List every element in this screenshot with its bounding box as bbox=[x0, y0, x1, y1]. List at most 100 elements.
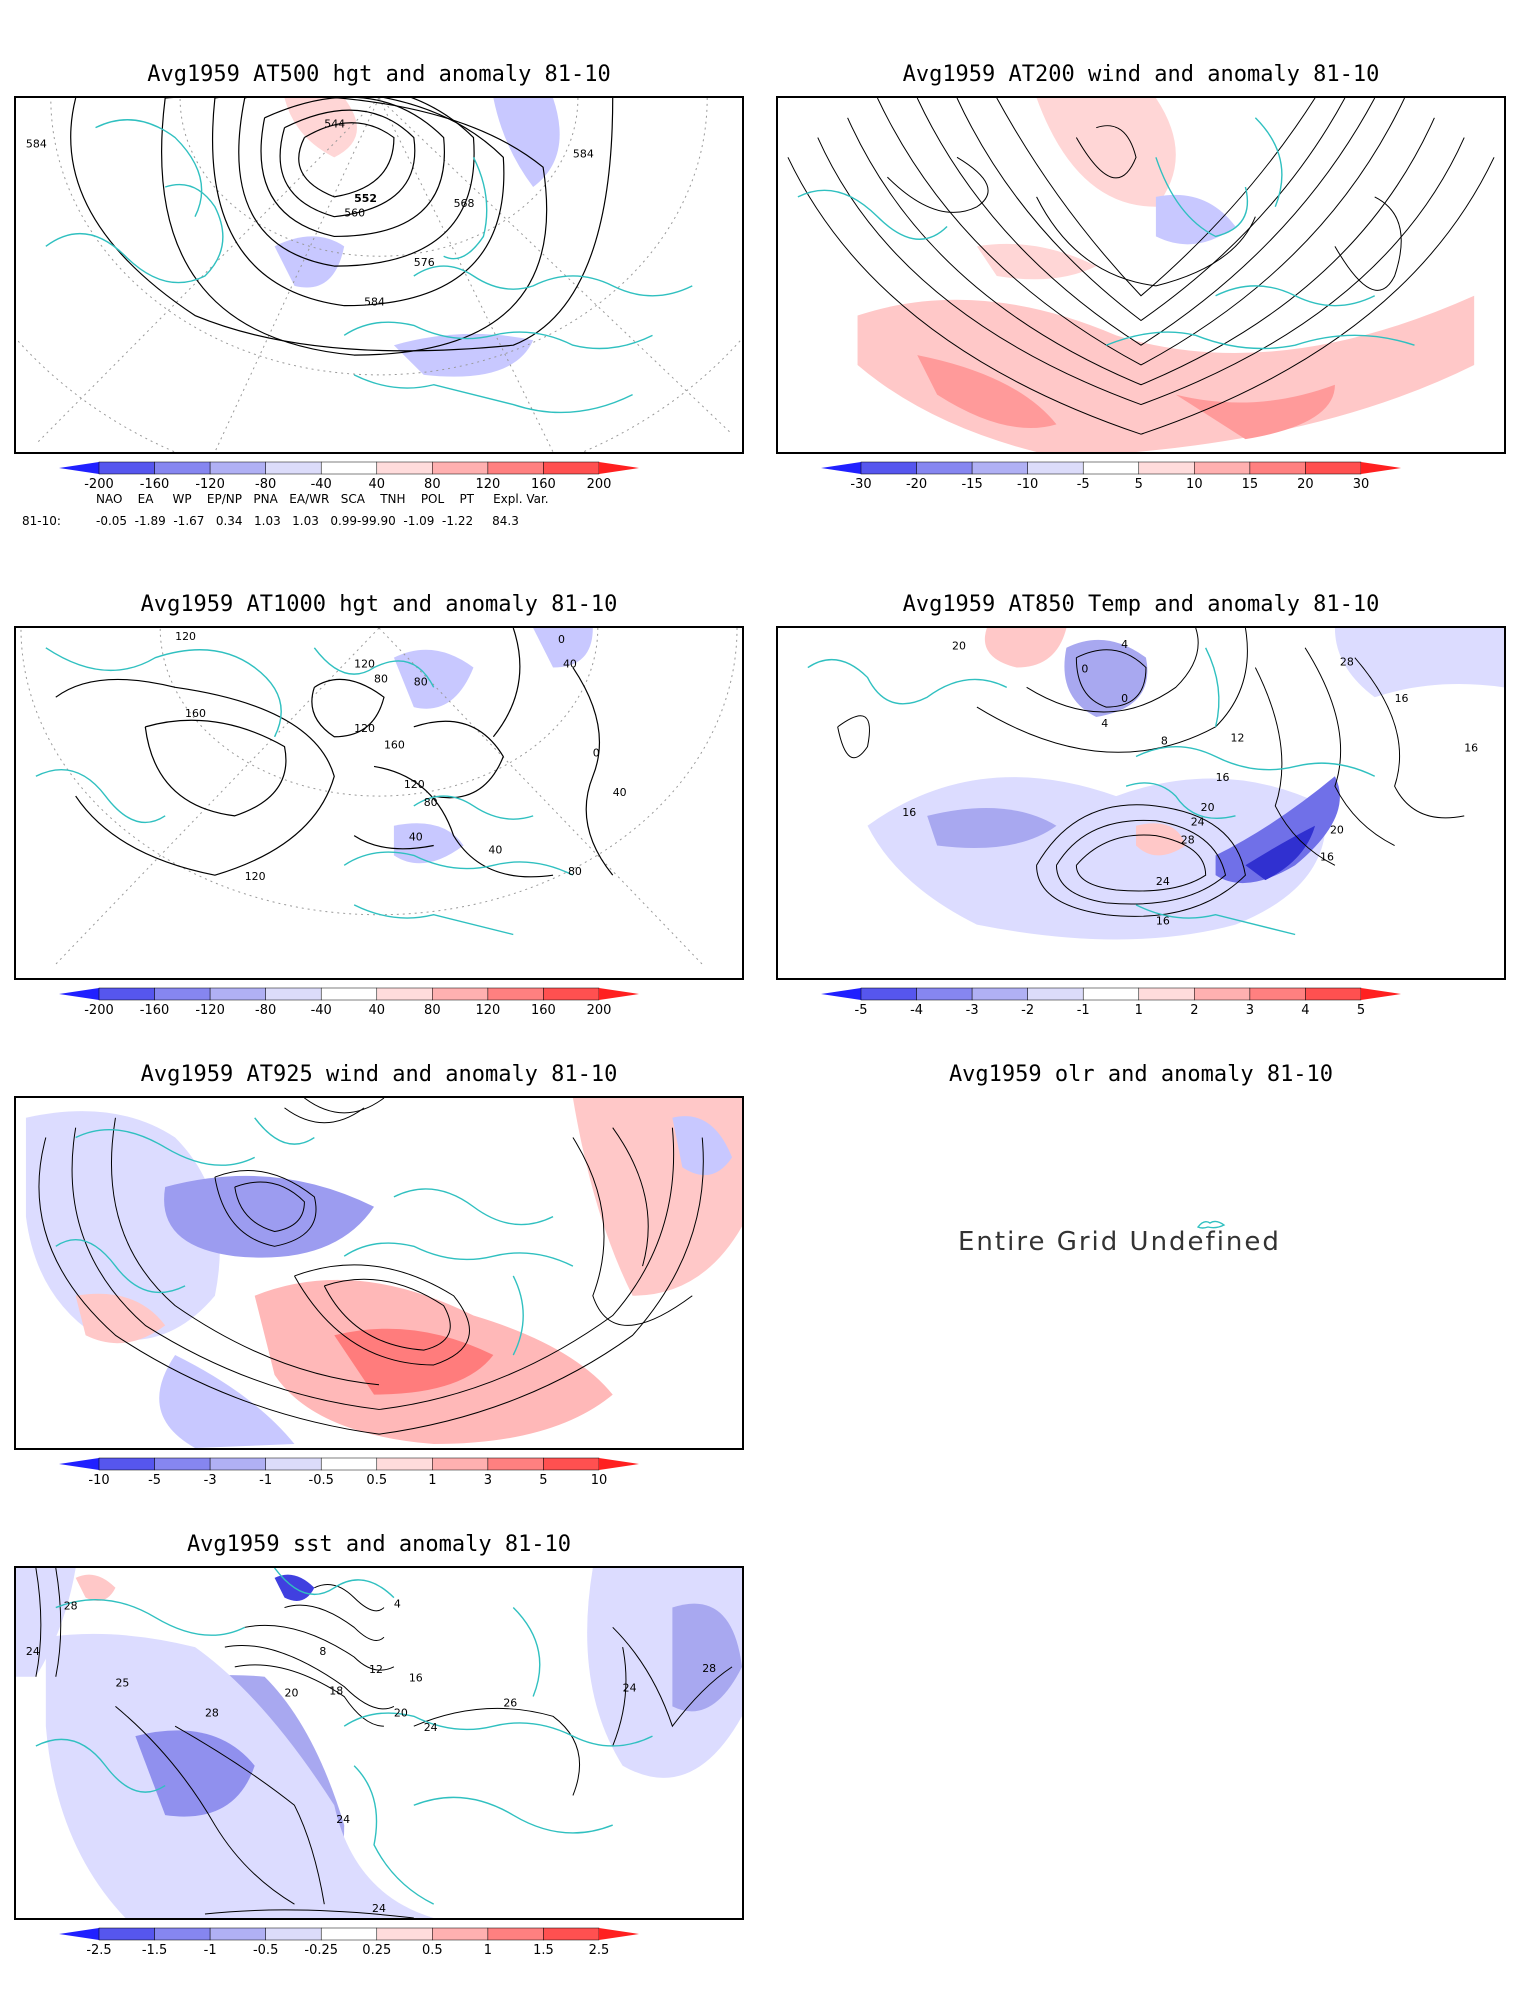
colorbar-tick-label: 2 bbox=[1190, 1003, 1198, 1018]
colorbar-tick-label: 10 bbox=[1186, 477, 1203, 492]
anomaly-shading bbox=[135, 1730, 255, 1817]
svg-text:24: 24 bbox=[1191, 816, 1205, 829]
colorbar-arrow-high bbox=[1361, 988, 1401, 1000]
colorbar-swatch bbox=[543, 461, 600, 475]
colorbar-swatch bbox=[265, 987, 322, 1001]
colorbar-swatch bbox=[320, 1457, 378, 1471]
colorbar-swatch bbox=[487, 987, 544, 1001]
colorbar-swatch bbox=[971, 461, 1028, 475]
colorbar-tick-label: -10 bbox=[1017, 477, 1038, 492]
colorbar-tick-label: 15 bbox=[1242, 477, 1259, 492]
svg-text:16: 16 bbox=[1216, 771, 1230, 784]
anomaly-shading bbox=[984, 628, 1067, 668]
svg-text:28: 28 bbox=[702, 1662, 716, 1675]
svg-text:12: 12 bbox=[1231, 732, 1245, 745]
teleconnection-row-label: 81-10: bbox=[22, 514, 61, 528]
colorbar-swatch bbox=[209, 1927, 266, 1941]
colorbar-tick-label: -1 bbox=[259, 1473, 272, 1488]
svg-text:24: 24 bbox=[336, 1813, 350, 1826]
colorbar-swatch bbox=[209, 461, 266, 475]
anomaly-shading bbox=[493, 98, 560, 187]
svg-text:160: 160 bbox=[185, 707, 206, 720]
svg-text:18: 18 bbox=[329, 1685, 343, 1698]
svg-text:12: 12 bbox=[369, 1663, 383, 1676]
colorbar-tick-label: 3 bbox=[1246, 1003, 1254, 1018]
panel-at850-temp: Avg1959 AT850 Temp and anomaly 81-10 bbox=[776, 592, 1506, 1032]
colorbar-tick-label: 120 bbox=[475, 1003, 500, 1018]
colorbar: -200 -160 -120 -80 -40 40 80 120 160 200 bbox=[59, 986, 709, 1018]
svg-text:28: 28 bbox=[1181, 834, 1195, 847]
colorbar-tick-label: 40 bbox=[369, 1003, 386, 1018]
map-svg: 544 552 560 568 576 584 584 584 bbox=[16, 98, 742, 452]
svg-text:24: 24 bbox=[623, 1682, 637, 1695]
svg-text:120: 120 bbox=[245, 870, 266, 883]
colorbar-swatch bbox=[209, 987, 266, 1001]
colorbar-tick-label: 4 bbox=[1301, 1003, 1309, 1018]
contour-labels: 544 552 560 568 576 584 584 584 bbox=[26, 118, 594, 309]
colorbar-svg: -2.5 -1.5 -1 -0.5 -0.25 0.25 0.5 1 1.5 2.5 bbox=[59, 1927, 639, 1958]
anomaly-shading bbox=[927, 807, 1057, 848]
anomaly-shading bbox=[1245, 825, 1316, 881]
colorbar-tick-label: 40 bbox=[369, 477, 386, 492]
anomaly-shading bbox=[672, 1603, 742, 1712]
svg-text:16: 16 bbox=[1395, 692, 1409, 705]
svg-text:24: 24 bbox=[424, 1721, 438, 1734]
colorbar-svg: -200 -160 -120 -80 -40 40 80 120 160 200 bbox=[59, 461, 639, 492]
colorbar-tick-label: 3 bbox=[484, 1473, 492, 1488]
panel-at500-hgt: Avg1959 AT500 hgt and anomaly 81-10 bbox=[14, 62, 744, 528]
colorbar-arrow-high bbox=[599, 1458, 639, 1470]
svg-text:20: 20 bbox=[1201, 801, 1215, 814]
colorbar-arrow-low bbox=[59, 462, 99, 474]
colorbar-tick-label: 200 bbox=[587, 1003, 612, 1018]
colorbar-swatch bbox=[98, 461, 155, 475]
map-area: 20 4 0 0 4 8 12 16 20 24 28 24 16 16 20 … bbox=[776, 626, 1506, 980]
colorbar-svg: -30 -20 -15 -10 -5 5 10 15 20 30 bbox=[821, 461, 1401, 492]
panel-olr: Avg1959 olr and anomaly 81-10 Entire Gri… bbox=[776, 1062, 1506, 1262]
colorbar-swatch bbox=[432, 987, 489, 1001]
colorbar-swatch bbox=[543, 1927, 600, 1941]
colorbar-svg: -200 -160 -120 -80 -40 40 80 120 160 200 bbox=[59, 987, 639, 1018]
colorbar-swatch bbox=[154, 987, 211, 1001]
anomaly-shading bbox=[25, 1111, 220, 1341]
colorbar-tick-label: 160 bbox=[531, 1003, 556, 1018]
anomaly-shading bbox=[284, 98, 357, 158]
map-svg: 20 4 0 0 4 8 12 16 20 24 28 24 16 16 20 … bbox=[807, 628, 1504, 940]
colorbar-tick-label: 200 bbox=[587, 477, 612, 492]
colorbar-swatch bbox=[543, 987, 600, 1001]
contour-labels: 28 24 25 28 20 18 12 8 4 16 20 24 26 24 … bbox=[26, 1598, 716, 1915]
panel-title: Avg1959 AT500 hgt and anomaly 81-10 bbox=[147, 62, 611, 87]
colorbar-tick-label: 0.25 bbox=[362, 1943, 391, 1958]
colorbar-svg: -5 -4 -3 -2 -1 1 2 3 4 5 bbox=[821, 987, 1401, 1018]
colorbar-swatch bbox=[265, 461, 322, 475]
svg-text:40: 40 bbox=[409, 831, 423, 844]
colorbar-swatch bbox=[971, 987, 1028, 1001]
colorbar-swatch bbox=[376, 1927, 433, 1941]
colorbar: -10 -5 -3 -1 -0.5 0.5 1 3 5 10 bbox=[59, 1456, 709, 1488]
colorbar-swatch bbox=[1082, 987, 1140, 1001]
svg-text:40: 40 bbox=[488, 843, 502, 856]
svg-text:0: 0 bbox=[593, 747, 600, 760]
colorbar-swatch bbox=[1305, 461, 1362, 475]
colorbar-tick-label: -4 bbox=[910, 1003, 923, 1018]
colorbar-swatch bbox=[860, 461, 917, 475]
svg-text:16: 16 bbox=[409, 1672, 423, 1685]
colorbar-swatch bbox=[432, 1927, 489, 1941]
colorbar-tick-label: 1 bbox=[1135, 1003, 1143, 1018]
anomaly-shading bbox=[976, 243, 1097, 280]
anomaly-shading bbox=[1334, 628, 1504, 698]
anomaly-shading bbox=[75, 1293, 166, 1344]
colorbar-tick-label: -0.5 bbox=[253, 1943, 278, 1958]
svg-text:120: 120 bbox=[354, 722, 375, 735]
colorbar-tick-label: -200 bbox=[84, 477, 114, 492]
svg-text:552: 552 bbox=[354, 192, 377, 205]
svg-text:28: 28 bbox=[205, 1706, 219, 1719]
colorbar-swatch bbox=[98, 987, 155, 1001]
colorbar-tick-label: -3 bbox=[966, 1003, 979, 1018]
svg-text:20: 20 bbox=[952, 640, 966, 653]
colorbar-swatch bbox=[1027, 987, 1084, 1001]
svg-text:0: 0 bbox=[1121, 692, 1128, 705]
map-area: 120 120 80 80 160 120 160 120 80 40 40 0… bbox=[14, 626, 744, 980]
colorbar-swatch bbox=[1249, 987, 1306, 1001]
colorbar-tick-label: -80 bbox=[255, 477, 276, 492]
svg-text:120: 120 bbox=[354, 658, 375, 671]
